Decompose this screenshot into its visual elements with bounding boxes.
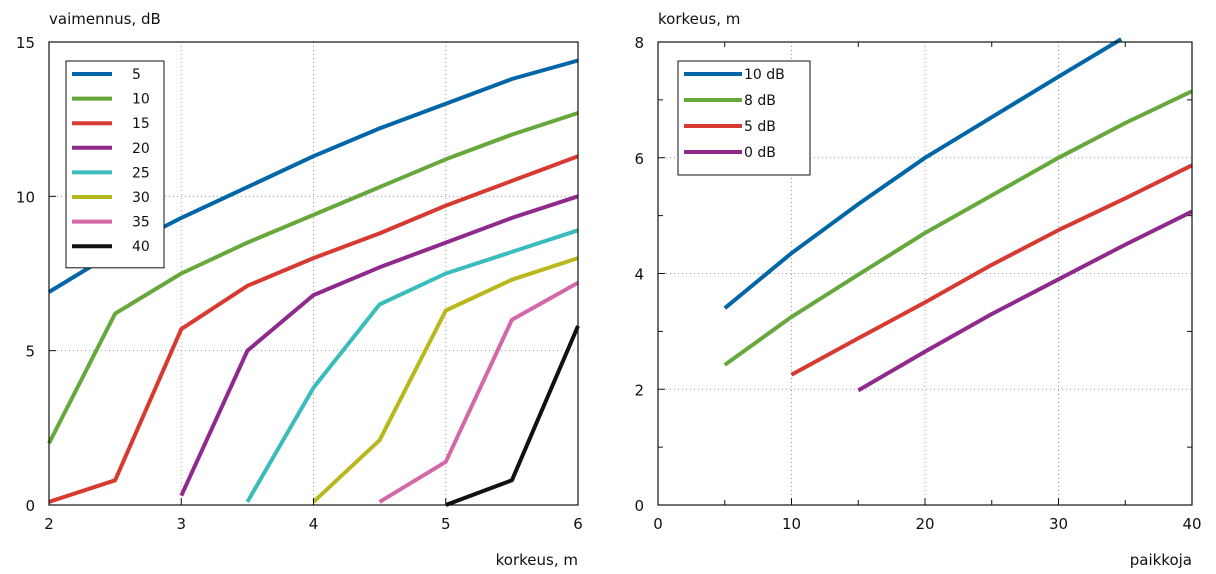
x-tick-label: 3 xyxy=(176,515,186,533)
legend-label: 0 dB xyxy=(744,145,776,161)
series-line-5-dB xyxy=(790,163,1193,377)
series-line-25 xyxy=(245,228,579,503)
y-tick-label: 2 xyxy=(634,381,644,399)
y-tick-label: 5 xyxy=(25,343,35,361)
series-line-10 xyxy=(47,111,579,445)
series-line-0-dB xyxy=(857,209,1193,393)
x-tick-label: 4 xyxy=(309,515,319,533)
series-line-30 xyxy=(312,256,579,504)
y-tick-label: 15 xyxy=(16,34,35,52)
legend-label: 25 xyxy=(132,165,150,181)
legend-label: 35 xyxy=(132,215,150,231)
legend-box xyxy=(677,60,811,176)
series-line-40 xyxy=(445,325,580,507)
x-tick-label: 2 xyxy=(44,515,54,533)
y-axis-label: korkeus, m xyxy=(658,10,740,28)
x-axis-label: paikkoja xyxy=(1130,551,1192,569)
legend-label: 30 xyxy=(132,190,150,206)
y-tick-label: 6 xyxy=(634,150,644,168)
x-axis-label: korkeus, m xyxy=(496,551,578,569)
legend-box xyxy=(65,60,165,269)
attenuation-chart: 2 3 4 5 6 0 5 10 15 vaimennus, dB korkeus, m 5 10 15 2… xyxy=(16,10,583,569)
y-tick-label: 10 xyxy=(16,188,35,206)
x-tick-label: 6 xyxy=(573,515,583,533)
x-tick-label: 0 xyxy=(653,515,663,533)
series-line-15 xyxy=(48,154,579,504)
x-tick-label: 5 xyxy=(441,515,451,533)
y-axis-label: vaimennus, dB xyxy=(49,10,161,28)
legend-label: 10 xyxy=(132,92,150,108)
y-tick-label: 0 xyxy=(634,497,644,515)
legend-label: 20 xyxy=(132,141,150,157)
x-tick-label: 40 xyxy=(1182,515,1201,533)
x-tick-label: 10 xyxy=(782,515,801,533)
y-tick-label: 4 xyxy=(634,266,644,284)
x-tick-label: 30 xyxy=(1049,515,1068,533)
series-line-8-dB xyxy=(723,89,1193,367)
legend-label: 8 dB xyxy=(744,93,776,109)
series-line-10-dB xyxy=(723,37,1123,310)
legend-label: 15 xyxy=(132,116,150,132)
series-line-35 xyxy=(378,281,579,504)
legend-label: 10 dB xyxy=(744,67,785,83)
y-tick-label: 8 xyxy=(634,34,644,52)
height-chart: 0 10 20 30 40 0 2 4 6 8 korkeus, m paikkoja 10 dB 8 d… xyxy=(634,10,1201,569)
legend-label: 5 dB xyxy=(744,119,776,135)
legend-label: 40 xyxy=(132,239,150,255)
x-tick-label: 20 xyxy=(915,515,934,533)
series-line-20 xyxy=(179,194,579,497)
legend-label: 5 xyxy=(132,67,141,83)
y-tick-label: 0 xyxy=(25,497,35,515)
